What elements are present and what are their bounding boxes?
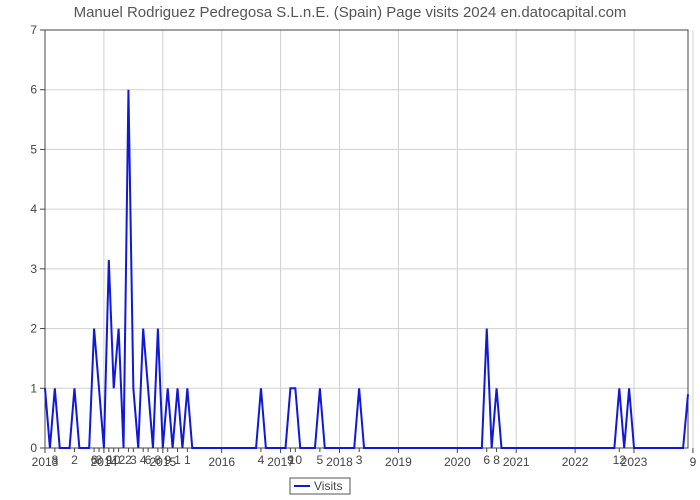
svg-text:5: 5 — [30, 142, 37, 156]
svg-text:1: 1 — [174, 453, 181, 467]
svg-text:8: 8 — [155, 453, 162, 467]
svg-text:9: 9 — [164, 453, 171, 467]
svg-text:6: 6 — [145, 453, 152, 467]
svg-text:2019: 2019 — [385, 455, 412, 469]
svg-text:8: 8 — [96, 453, 103, 467]
svg-text:1: 1 — [184, 453, 191, 467]
svg-text:2015: 2015 — [149, 455, 176, 469]
svg-text:2020: 2020 — [444, 455, 471, 469]
svg-text:2016: 2016 — [208, 455, 235, 469]
svg-text:5: 5 — [317, 453, 324, 467]
svg-text:9: 9 — [690, 455, 697, 469]
svg-text:3: 3 — [30, 262, 37, 276]
svg-text:1: 1 — [30, 381, 37, 395]
svg-text:2018: 2018 — [326, 455, 353, 469]
svg-text:10: 10 — [289, 453, 303, 467]
svg-text:6: 6 — [30, 83, 37, 97]
svg-text:2022: 2022 — [562, 455, 589, 469]
legend-label: Visits — [314, 479, 342, 493]
svg-text:4: 4 — [30, 202, 37, 216]
svg-text:6: 6 — [483, 453, 490, 467]
svg-text:2021: 2021 — [503, 455, 530, 469]
svg-text:8: 8 — [51, 453, 58, 467]
svg-text:12: 12 — [613, 453, 627, 467]
svg-text:2: 2 — [71, 453, 78, 467]
svg-text:0: 0 — [30, 441, 37, 455]
chart-container: Manuel Rodriguez Pedregosa S.L.n.E. (Spa… — [0, 0, 700, 500]
svg-text:3: 3 — [130, 453, 137, 467]
svg-text:12: 12 — [112, 453, 126, 467]
svg-text:4: 4 — [258, 453, 265, 467]
svg-text:3: 3 — [356, 453, 363, 467]
svg-text:7: 7 — [30, 23, 37, 37]
svg-text:2: 2 — [30, 322, 37, 336]
svg-text:8: 8 — [493, 453, 500, 467]
line-chart-svg: 0123456720132014201520162017201820192020… — [0, 0, 700, 500]
